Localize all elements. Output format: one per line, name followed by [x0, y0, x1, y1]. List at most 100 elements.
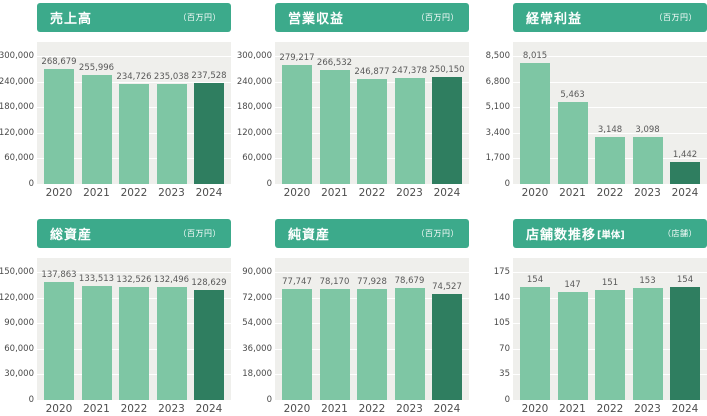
chart-title: 純資産	[288, 228, 331, 243]
bar-value-label: 8,015	[522, 51, 548, 61]
gridline	[513, 272, 707, 273]
bar-value-label: 132,526	[116, 275, 152, 285]
bar-2022	[357, 79, 387, 184]
bar-value-label: 154	[676, 275, 694, 285]
gridline	[275, 272, 469, 273]
chart-unit-badge: （百万円）	[416, 229, 459, 238]
x-tick-label: 2021	[321, 187, 348, 199]
bar-2021	[81, 75, 112, 184]
bar-value-label: 147	[564, 280, 581, 290]
bar-value-label: 255,996	[78, 63, 115, 73]
bar-2021	[81, 286, 112, 400]
y-axis: 150,000 120,000 90,000 60,000 30,000 0	[0, 219, 37, 416]
bar-value-label: 268,679	[41, 57, 77, 67]
y-axis: 300,000 240,000 180,000 120,000 60,000 0	[0, 3, 37, 200]
bar-value-label: 78,679	[394, 276, 425, 286]
x-tick-label: 2023	[396, 187, 423, 199]
y-tick-label: 120,000	[0, 292, 34, 303]
y-tick-label: 175	[493, 267, 510, 277]
bar-value-label: 279,217	[279, 53, 315, 63]
chart-title: 経常利益	[526, 12, 583, 27]
y-tick-label: 90,000	[242, 267, 272, 277]
y-tick-label: 72,000	[242, 292, 272, 303]
chart-header: 営業収益 （百万円）	[275, 3, 469, 32]
bar-value-label: 137,863	[41, 270, 77, 280]
y-tick-label: 36,000	[242, 343, 272, 354]
x-tick-label: 2020	[521, 187, 549, 199]
bar-2024	[194, 290, 224, 400]
chart-title-suffix: [単体]	[597, 229, 625, 241]
gridline	[37, 81, 231, 83]
x-axis-labels: 2020 2021 2022 2023 2024	[513, 184, 707, 200]
bar-value-label: 78,170	[319, 277, 350, 287]
y-tick-label: 0	[266, 395, 272, 405]
x-tick-label: 2024	[195, 403, 223, 415]
bar-value-label: 237,528	[191, 71, 227, 81]
bar-2021	[319, 70, 350, 184]
y-tick-label: 5,100	[485, 102, 510, 113]
x-axis-labels: 2020 2021 2022 2023 2024	[37, 184, 231, 200]
bar-2024	[194, 83, 224, 184]
y-tick-label: 105	[493, 318, 510, 329]
bar-2022	[119, 84, 149, 184]
bar-2024	[670, 287, 700, 400]
bar-2020	[520, 63, 550, 184]
x-tick-label: 2022	[596, 403, 624, 415]
y-tick-label: 300,000	[0, 51, 34, 61]
plot-area: 137,863 133,513 132,526 132,496 128,629	[37, 258, 231, 400]
y-tick-label: 70	[499, 343, 510, 354]
plot-area: 8,015 5,463 3,148 3,098 1,442	[513, 42, 707, 184]
x-axis-labels: 2020 2021 2022 2023 2024	[37, 400, 231, 416]
y-tick-label: 18,000	[242, 369, 272, 380]
bar-value-label: 153	[639, 276, 656, 286]
bar-2021	[557, 102, 588, 184]
y-tick-label: 0	[266, 179, 272, 189]
y-tick-label: 8,500	[485, 51, 510, 61]
x-axis-labels: 2020 2021 2022 2023 2024	[275, 184, 469, 200]
y-tick-label: 54,000	[242, 318, 272, 329]
y-tick-label: 140	[493, 292, 510, 303]
x-tick-label: 2022	[120, 403, 148, 415]
gridline	[513, 132, 707, 134]
chart-header: 純資産 （百万円）	[275, 219, 469, 248]
chart-title: 売上高	[50, 12, 93, 27]
y-tick-label: 0	[504, 395, 510, 405]
bar-value-label: 132,496	[153, 275, 190, 285]
x-tick-label: 2020	[283, 187, 311, 199]
chart-title: 総資産	[50, 228, 93, 243]
bar-2024	[432, 294, 462, 400]
bar-2020	[44, 69, 74, 184]
bar-2021	[557, 292, 588, 400]
bar-2023	[156, 287, 187, 400]
y-tick-label: 3,400	[485, 127, 510, 138]
x-tick-label: 2021	[83, 187, 110, 199]
x-tick-label: 2020	[45, 187, 73, 199]
bar-value-label: 246,877	[354, 67, 390, 77]
x-tick-label: 2022	[120, 187, 148, 199]
y-tick-label: 6,800	[485, 76, 510, 87]
bar-2021	[319, 289, 350, 400]
chart-header: 総資産 （百万円）	[37, 219, 231, 248]
x-tick-label: 2023	[158, 187, 185, 199]
chart-unit-badge: （百万円）	[416, 13, 459, 22]
x-tick-label: 2022	[596, 187, 624, 199]
x-tick-label: 2021	[559, 187, 586, 199]
chart-panel-total-assets: 150,000 120,000 90,000 60,000 30,000 0 総資産 （百…	[0, 219, 231, 416]
bar-value-label: 154	[526, 275, 544, 285]
gridline	[513, 81, 707, 83]
chart-panel-ordinary-profit: 8,500 6,800 5,100 3,400 1,700 0 経常利益 （百万円） 8,…	[477, 3, 707, 200]
chart-header: 店舗数推移 [単体] （店舗）	[513, 219, 707, 248]
bar-value-label: 3,098	[635, 125, 660, 135]
bar-value-label: 74,527	[432, 282, 462, 292]
y-tick-label: 120,000	[0, 127, 34, 138]
x-tick-label: 2021	[321, 403, 348, 415]
x-tick-label: 2022	[358, 187, 386, 199]
y-tick-label: 120,000	[236, 127, 272, 138]
chart-title: 店舗数推移	[526, 228, 597, 243]
bar-2023	[394, 78, 425, 184]
bar-value-label: 1,442	[672, 150, 698, 160]
x-tick-label: 2023	[158, 403, 185, 415]
gridline	[37, 272, 231, 273]
bar-2020	[520, 287, 550, 400]
y-tick-label: 35	[499, 369, 510, 380]
